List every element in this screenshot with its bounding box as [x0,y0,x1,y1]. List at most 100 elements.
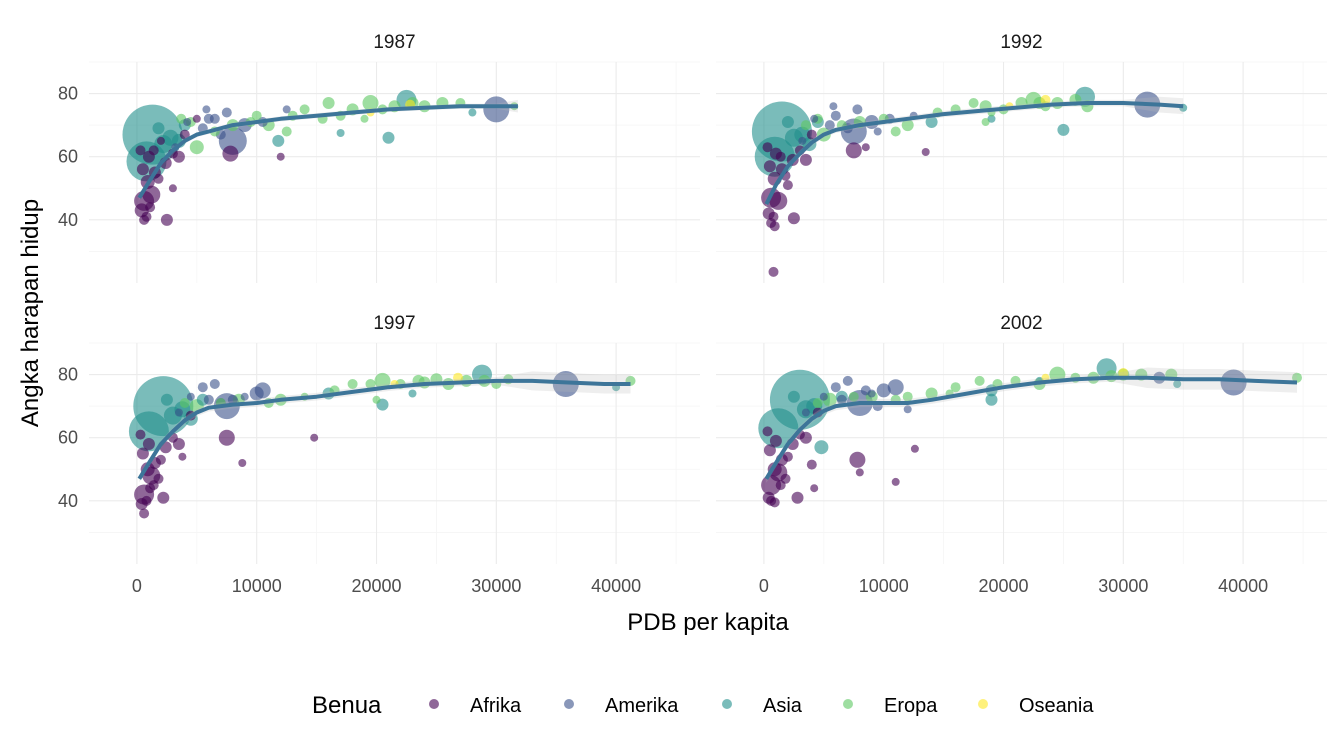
point-afrika [178,452,187,461]
legend-label: Asia [763,695,803,717]
point-afrika [136,163,149,176]
y-tick-label: 80 [58,84,78,104]
point-amerika [830,110,841,121]
point-asia [1057,123,1070,136]
point-afrika [141,495,152,506]
panel-title: 1987 [373,32,415,53]
x-tick-label: 30000 [471,576,521,596]
point-afrika [145,202,156,213]
legend-key [722,699,732,709]
point-afrika [179,129,190,140]
point-amerika [282,105,291,114]
point-afrika [849,451,866,468]
legend-key [843,699,853,709]
point-eropa [360,114,369,123]
point-afrika [155,454,166,465]
panels: 1987 1992 1997 2002 [89,32,1327,564]
point-afrika [769,221,780,232]
point-eropa [981,118,990,126]
point-afrika [310,433,319,442]
point-eropa [362,95,379,111]
legend-item-oseania: Oseania [978,695,1094,717]
legend-title: Benua [312,692,382,719]
point-afrika [768,266,779,277]
point-asia [160,393,173,406]
point-afrika [222,145,239,162]
point-amerika [830,382,841,393]
smooth-line [764,375,1298,480]
point-asia [272,134,285,147]
point-afrika [157,491,170,504]
point-afrika [139,508,150,519]
point-amerika [810,114,819,123]
point-amerika [249,386,264,401]
legend-label: Eropa [884,695,938,717]
point-amerika [186,392,195,401]
point-asia [985,393,998,406]
point-afrika [775,480,786,491]
x-tick-label: 10000 [859,576,909,596]
point-amerika [852,104,863,115]
legend-label: Amerika [605,695,679,717]
y-tick-label: 40 [58,491,78,511]
y-tick-label: 80 [58,365,78,385]
point-amerika [819,392,828,401]
point-amerika [174,408,183,417]
point-asia [787,390,800,403]
point-oseania [1118,368,1129,378]
point-amerika [829,102,838,111]
point-eropa [1292,372,1302,383]
point-asia [781,116,794,128]
legend-item-amerika: Amerika [564,695,679,717]
point-eropa [800,120,811,131]
legend-key [564,699,574,709]
point-afrika [141,211,152,222]
point-afrika [769,497,780,508]
point-eropa [974,375,985,386]
point-eropa [901,119,914,132]
x-axis-title: PDB per kapita [627,609,789,636]
point-amerika [221,107,232,118]
point-eropa [372,395,381,404]
y-tick-label: 40 [58,210,78,230]
x-tick-label: 10000 [232,576,282,596]
point-eropa [281,126,292,137]
panel-1997: 1997 [89,313,700,564]
x-axis-ticks: 0 10000 20000 30000 40000 0 10000 20000 30000 400… [132,576,1268,596]
point-afrika [168,184,177,193]
point-amerika [183,118,192,126]
point-afrika [762,142,773,153]
point-eropa [251,110,262,121]
point-amerika [887,379,904,396]
point-afrika [156,136,165,145]
panel-title: 2002 [1000,313,1042,334]
point-oseania [1041,373,1050,382]
legend-key [429,699,439,709]
legend-key [978,699,988,709]
x-tick-label: 0 [132,576,142,596]
point-afrika [799,153,812,166]
point-afrika [276,152,285,161]
smooth-band [139,371,631,483]
point-afrika [810,484,819,493]
panel-1987: 1987 [89,32,700,283]
y-tick-label: 60 [58,147,78,167]
point-asia [987,114,996,123]
legend: Benua Afrika Amerika Asia Eropa Oseania [312,692,1094,719]
point-afrika [782,451,793,462]
point-asia [382,131,395,144]
point-amerika [867,389,876,398]
point-eropa [848,391,859,402]
point-amerika [227,394,238,405]
panel-title: 1997 [373,313,415,334]
x-tick-label: 0 [759,576,769,596]
point-amerika [240,392,249,401]
legend-item-eropa: Eropa [843,695,938,717]
point-asia [814,440,829,455]
point-asia [408,389,417,398]
point-afrika [135,429,146,440]
point-eropa [189,140,204,155]
point-afrika [769,434,782,447]
legend-item-asia: Asia [722,695,803,717]
